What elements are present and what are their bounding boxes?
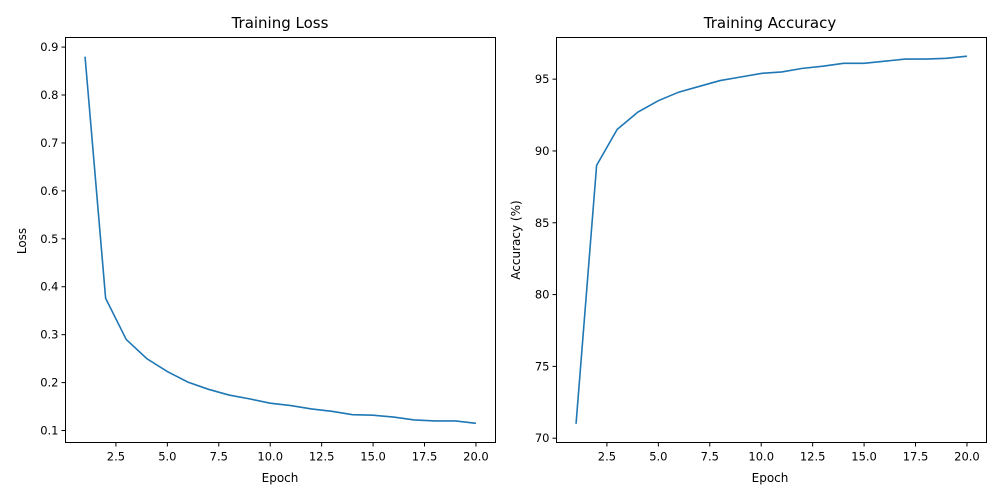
- accuracy-x-tick-label: 20.0: [954, 450, 980, 464]
- loss-y-tick-label: 0.5: [40, 232, 58, 246]
- accuracy-x-tick-label: 10.0: [748, 450, 774, 464]
- loss-x-tick-label: 20.0: [463, 450, 489, 464]
- loss-y-tick-label: 0.4: [40, 280, 58, 294]
- loss-y-tick-label: 0.9: [40, 40, 58, 54]
- loss-plot-frame: [65, 37, 496, 443]
- loss-chart-title: Training Loss: [231, 14, 329, 32]
- accuracy-ticks: 2.5 5.0 7.5 10.0 12.5 15.0 17.5 20.0 70 75 80 85 90 9…: [535, 72, 980, 463]
- loss-x-tick-label: 5.0: [158, 450, 176, 464]
- loss-y-axis-label: Loss: [15, 228, 29, 254]
- accuracy-x-tick-label: 12.5: [800, 450, 826, 464]
- accuracy-y-tick-label: 80: [535, 288, 550, 302]
- loss-series-line: [84, 56, 477, 425]
- loss-y-tick-label: 0.7: [40, 136, 58, 150]
- accuracy-y-tick-label: 85: [535, 216, 550, 230]
- loss-x-tick-label: 15.0: [360, 450, 386, 464]
- loss-y-tick-label: 0.2: [40, 376, 58, 390]
- accuracy-x-axis-label: Epoch: [752, 471, 789, 485]
- accuracy-x-tick-label: 15.0: [851, 450, 877, 464]
- loss-x-tick-label: 2.5: [107, 450, 125, 464]
- accuracy-x-tick-label: 5.0: [649, 450, 667, 464]
- accuracy-chart: Training Accuracy Epoch Accuracy (%) 2.5…: [509, 14, 987, 485]
- accuracy-y-tick-label: 75: [535, 359, 550, 373]
- loss-x-tick-label: 12.5: [309, 450, 335, 464]
- loss-y-tick-label: 0.6: [40, 184, 58, 198]
- loss-x-tick-label: 10.0: [257, 450, 283, 464]
- accuracy-y-tick-label: 70: [535, 431, 550, 445]
- accuracy-y-tick-label: 95: [535, 72, 550, 86]
- accuracy-plot-frame: [556, 37, 987, 443]
- loss-x-axis-label: Epoch: [262, 471, 299, 485]
- accuracy-x-tick-label: 7.5: [701, 450, 719, 464]
- accuracy-y-axis-label: Accuracy (%): [509, 200, 523, 279]
- loss-x-tick-label: 17.5: [412, 450, 438, 464]
- accuracy-series-line: [575, 55, 968, 424]
- loss-x-tick-label: 7.5: [210, 450, 228, 464]
- loss-y-tick-label: 0.3: [40, 328, 58, 342]
- accuracy-x-tick-label: 17.5: [903, 450, 929, 464]
- loss-ticks: 2.5 5.0 7.5 10.0 12.5 15.0 17.5 20.0 0.1 0.2 0.3 0.…: [40, 40, 489, 463]
- accuracy-x-tick-label: 2.5: [598, 450, 616, 464]
- loss-y-tick-label: 0.1: [40, 424, 58, 438]
- loss-y-tick-label: 0.8: [40, 88, 58, 102]
- accuracy-chart-title: Training Accuracy: [703, 14, 837, 32]
- loss-chart: Training Loss Epoch Loss 2.5 5.0 7.5 10.0 12…: [15, 14, 496, 485]
- accuracy-y-tick-label: 90: [535, 144, 550, 158]
